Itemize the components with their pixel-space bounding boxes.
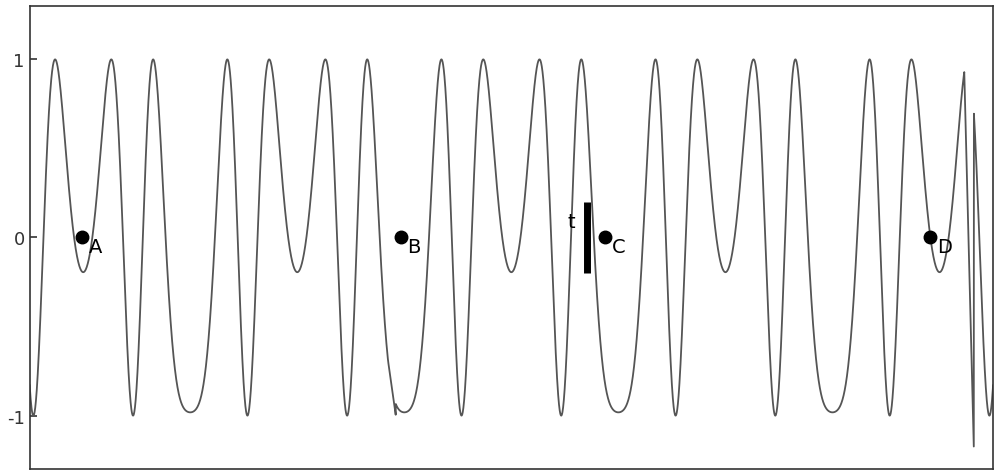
- Text: C: C: [612, 237, 625, 256]
- Text: A: A: [88, 237, 102, 256]
- Text: B: B: [407, 237, 421, 256]
- Text: D: D: [937, 237, 952, 256]
- Text: t: t: [567, 212, 575, 231]
